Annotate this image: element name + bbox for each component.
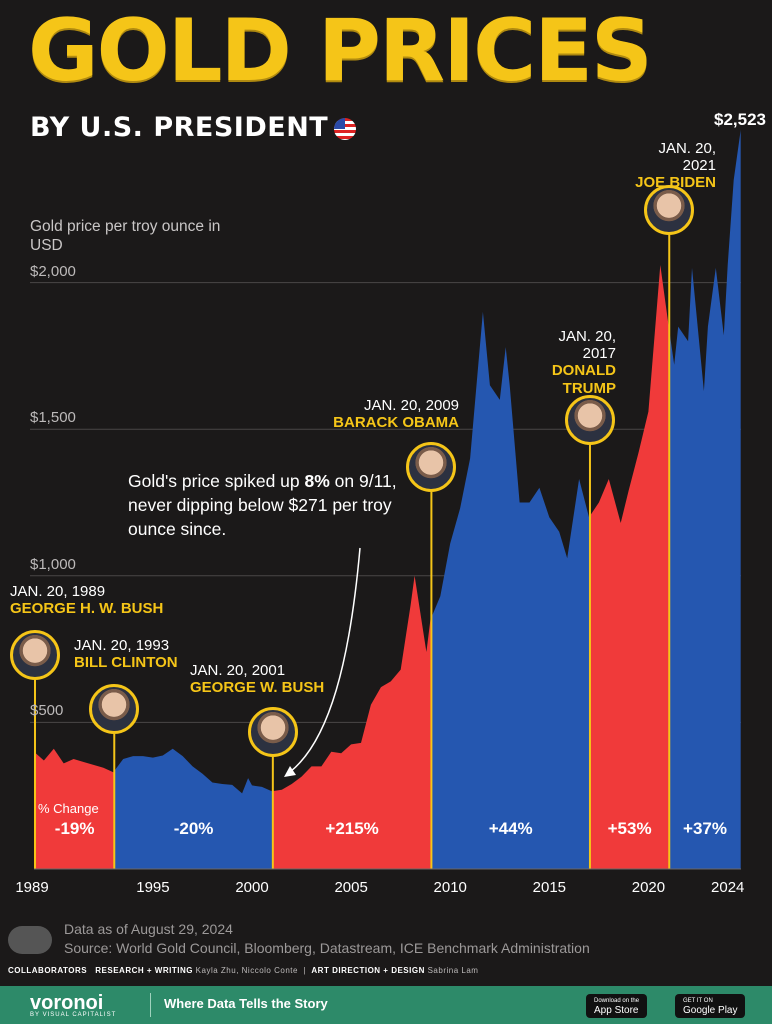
art-names: Sabrina Lam bbox=[427, 966, 479, 975]
x-tick-label: 1995 bbox=[136, 879, 170, 896]
tagline: Where Data Tells the Story bbox=[164, 996, 328, 1011]
president-name: GEORGE W. BUSH bbox=[190, 679, 325, 696]
app-store-button[interactable]: Download on the App Store bbox=[586, 994, 648, 1018]
art-label: ART DIRECTION + DESIGN bbox=[311, 966, 425, 975]
term-change-value: +53% bbox=[607, 819, 652, 838]
george-w-bush-portrait-icon bbox=[247, 707, 298, 757]
y-tick-label: $500 bbox=[30, 702, 64, 720]
annotation-bold: 8% bbox=[304, 471, 330, 491]
annotation-pre: Gold's price spiked up bbox=[128, 471, 305, 491]
source-text: Source: World Gold Council, Bloomberg, D… bbox=[64, 940, 590, 956]
term-change-value: -19% bbox=[54, 819, 95, 838]
term-area-0 bbox=[34, 129, 115, 869]
us-flag-icon bbox=[334, 117, 357, 140]
annotation-arrowhead bbox=[284, 766, 296, 777]
brand-logo[interactable]: voronoi BY VISUAL CAPITALIST bbox=[30, 992, 116, 1018]
president-label: JAN. 20, 2021 JOE BIDEN bbox=[622, 140, 716, 192]
president-date: JAN. 20, 2017 bbox=[558, 328, 616, 362]
bill-clinton-portrait-icon bbox=[89, 684, 140, 734]
president-date: JAN. 20, 1993 bbox=[74, 637, 170, 654]
app-store-label: App Store bbox=[594, 1005, 639, 1016]
term-area-3 bbox=[431, 129, 590, 869]
research-names: Kayla Zhu, Niccolo Conte bbox=[195, 966, 298, 975]
george-hw-bush-portrait-icon bbox=[9, 630, 60, 680]
president-name: BARACK OBAMA bbox=[333, 414, 459, 431]
collaborators-label: COLLABORATORS bbox=[8, 966, 88, 975]
president-name: BILL CLINTON bbox=[74, 654, 178, 671]
brand-sub: BY VISUAL CAPITALIST bbox=[30, 1012, 117, 1018]
president-label: JAN. 20, 2009 BARACK OBAMA bbox=[326, 397, 459, 432]
president-name: DONALD TRUMP bbox=[551, 362, 616, 397]
x-tick-label: 2005 bbox=[334, 879, 368, 896]
max-price-label: $2,523 bbox=[714, 110, 766, 129]
change-legend-label: % Change bbox=[38, 801, 99, 816]
president-name: GEORGE H. W. BUSH bbox=[10, 600, 164, 617]
collaborators-line: COLLABORATORS RESEARCH + WRITING Kayla Z… bbox=[8, 966, 479, 975]
president-label: JAN. 20, 2017 DONALD TRUMP bbox=[534, 328, 616, 398]
voronoi-logo-icon bbox=[8, 926, 52, 954]
term-change-value: +215% bbox=[325, 819, 379, 838]
president-label: JAN. 20, 1989 GEORGE H. W. BUSH bbox=[10, 583, 163, 618]
y-tick-label: $2,000 bbox=[30, 262, 76, 280]
x-tick-label: 1989 bbox=[15, 879, 49, 896]
president-date: JAN. 20, 1989 bbox=[10, 583, 106, 600]
x-tick-label: 2010 bbox=[433, 879, 467, 896]
president-date: JAN. 20, 2009 bbox=[363, 397, 459, 414]
divider bbox=[150, 993, 151, 1017]
subtitle-text: BY U.S. PRESIDENT bbox=[30, 112, 329, 143]
president-date: JAN. 20, 2021 bbox=[658, 140, 716, 174]
barack-obama-portrait-icon bbox=[406, 442, 457, 492]
term-change-value: +37% bbox=[683, 819, 727, 838]
gold-price-chart bbox=[30, 129, 741, 870]
y-tick-label: $1,000 bbox=[30, 555, 76, 573]
research-label: RESEARCH + WRITING bbox=[95, 966, 193, 975]
app-store-small: Download on the bbox=[594, 998, 640, 1004]
x-tick-label: 2020 bbox=[631, 879, 666, 896]
page-subtitle: BY U.S. PRESIDENT bbox=[30, 112, 357, 143]
y-axis-label: Gold price per troy ounce in USD bbox=[30, 218, 221, 254]
google-play-button[interactable]: GET IT ON Google Play bbox=[675, 994, 746, 1018]
x-tick-label: 2000 bbox=[235, 879, 269, 896]
x-tick-label: 2015 bbox=[532, 879, 567, 896]
president-label: JAN. 20, 2001 GEORGE W. BUSH bbox=[190, 662, 324, 697]
x-tick-label: 2024 bbox=[711, 879, 745, 896]
president-label: JAN. 20, 1993 BILL CLINTON bbox=[74, 637, 178, 672]
term-change-value: -20% bbox=[173, 819, 214, 838]
donald-trump-portrait-icon bbox=[564, 395, 615, 445]
president-date: JAN. 20, 2001 bbox=[190, 662, 286, 679]
annotation-911: Gold's price spiked up 8% on 9/11, never… bbox=[128, 469, 418, 541]
brand-name: voronoi bbox=[30, 992, 104, 1014]
y-tick-label: $1,500 bbox=[30, 409, 76, 427]
president-name: JOE BIDEN bbox=[635, 174, 716, 191]
data-date: Data as of August 29, 2024 bbox=[64, 921, 233, 937]
annotation-arrow bbox=[289, 547, 361, 773]
google-play-label: Google Play bbox=[683, 1005, 738, 1016]
joe-biden-portrait-icon bbox=[644, 185, 695, 235]
footer-info: Data as of August 29, 2024 Source: World… bbox=[64, 920, 590, 958]
annotation-post: on 9/11, never dipping below $271 per tr… bbox=[128, 471, 397, 539]
google-play-small: GET IT ON bbox=[683, 998, 713, 1004]
term-change-value: +44% bbox=[488, 819, 533, 838]
page-title: GOLD PRICES bbox=[28, 1, 653, 101]
